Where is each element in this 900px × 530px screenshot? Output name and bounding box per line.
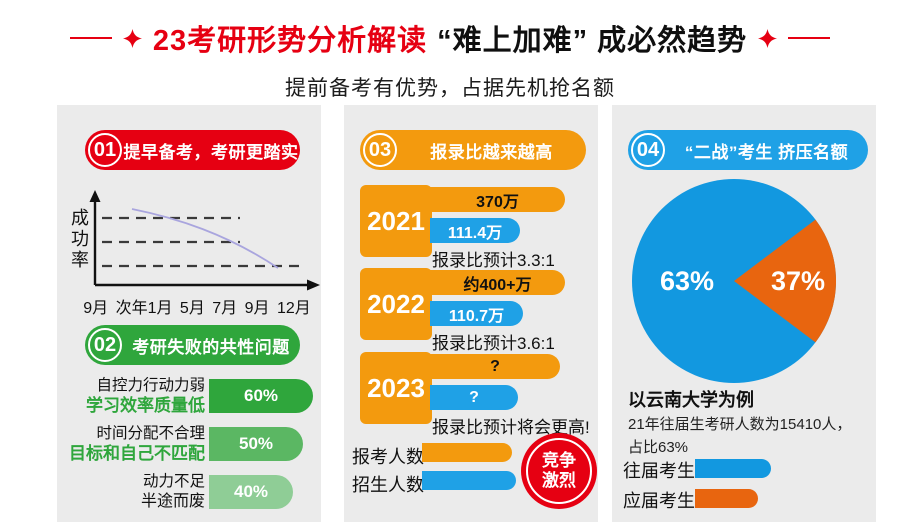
stamp-line2: 激烈 — [542, 471, 576, 490]
fail-bar-40: 40% — [209, 475, 293, 509]
section-04-title: “二战”考生 挤压名额 — [684, 142, 849, 162]
fail-reason-label: 动力不足 半途而废 — [57, 472, 205, 512]
example-line2: 占比63% — [628, 439, 689, 456]
year-block-2022: 2022 约400+万 110.7万 报录比预计3.6:1 — [344, 268, 598, 353]
fail-reason-line1: 自控力行动力弱 — [96, 377, 205, 394]
left-decor-line — [69, 37, 112, 39]
fail-bar-50: 50% — [209, 427, 303, 461]
page-title: 23考研形势分析解读 “难上加难” 成必然趋势 — [153, 17, 747, 59]
legend-applicants-swatch — [422, 443, 512, 462]
section-03-title: 报录比越来越高 — [430, 142, 553, 162]
legend-repeat-label: 往届考生 — [623, 461, 695, 481]
section-03-number: 03 — [363, 133, 397, 167]
legend-admitted-swatch — [422, 471, 516, 490]
section-04-badge: 04 “二战”考生 挤压名额 — [628, 130, 868, 170]
fail-reason-line1: 时间分配不合理 — [96, 425, 205, 442]
legend-applicants-label: 报考人数 — [352, 447, 424, 467]
page-title-red: 23考研形势分析解读 — [152, 25, 428, 57]
example-title: 以云南大学为例 — [628, 390, 754, 410]
fail-reason-line2: 学习效率质量低 — [86, 396, 205, 415]
section-04-number: 04 — [631, 133, 665, 167]
x-axis-arrow-icon — [307, 279, 320, 291]
section-03-badge: 03 报录比越来越高 — [360, 130, 586, 170]
applicants-bar: ? — [430, 354, 560, 379]
pie-slice-orange — [734, 219, 836, 343]
panel-second-attempt: 04 “二战”考生 挤压名额 63% 37% 以云南大学为例 21年往届生考研人… — [612, 105, 876, 522]
right-decor-line — [788, 37, 831, 39]
sparkle-icon — [758, 28, 778, 48]
page-title-black: “难上加难” 成必然趋势 — [437, 25, 748, 57]
fail-bar-60: 60% — [209, 379, 313, 413]
fail-reason-label: 自控力行动力弱 学习效率质量低 — [57, 376, 205, 416]
year-label: 2023 — [360, 352, 432, 424]
legend-admitted-label: 招生人数 — [352, 475, 424, 495]
section-02-title: 考研失败的共性问题 — [132, 337, 290, 357]
legend-repeat-swatch — [695, 459, 771, 478]
section-01-number: 01 — [88, 133, 122, 167]
admitted-bar: 111.4万 — [430, 218, 520, 243]
admitted-bar: ? — [430, 385, 518, 410]
legend-fresh-swatch — [695, 489, 758, 508]
panel-ratio: 03 报录比越来越高 2021 370万 111.4万 报录比预计3.3:1 2… — [344, 105, 598, 522]
fail-reason-line2: 目标和自己不匹配 — [69, 444, 205, 463]
ratio-text: 报录比预计3.3:1 — [432, 251, 555, 270]
example-line1: 21年往届生考研人数为15410人， — [628, 416, 852, 433]
section-02-badge: 02 考研失败的共性问题 — [85, 325, 300, 365]
pie-label-63: 63% — [660, 266, 714, 296]
ratio-text: 报录比预计将会更高! — [432, 418, 590, 437]
applicants-bar: 约400+万 — [430, 270, 565, 295]
y-axis-arrow-icon — [89, 190, 101, 202]
line-chart-y-label: 成功率 — [71, 208, 89, 270]
fail-reason-line1: 动力不足 — [142, 473, 205, 490]
header: 23考研形势分析解读 “难上加难” 成必然趋势 — [0, 0, 900, 59]
panel-early-prep-and-failures: 01 提早备考，考研更踏实 成功率 9月 次年1月 5月 7月 9月 12月 0… — [57, 105, 321, 522]
stamp-line1: 竞争 — [542, 451, 576, 470]
competition-stamp: 竞争 激烈 — [521, 433, 597, 509]
ratio-text: 报录比预计3.6:1 — [432, 334, 555, 353]
year-block-2021: 2021 370万 111.4万 报录比预计3.3:1 — [344, 185, 598, 270]
success-rate-curve — [131, 208, 279, 269]
repeat-examinee-pie-chart: 63% 37% — [632, 179, 836, 383]
year-label: 2021 — [360, 185, 432, 257]
admitted-bar: 110.7万 — [430, 301, 523, 326]
section-01-badge: 01 提早备考，考研更踏实 — [85, 130, 300, 170]
pie-label-37: 37% — [771, 266, 825, 296]
fail-reason-line2: 半途而废 — [140, 493, 205, 510]
section-02-number: 02 — [88, 328, 122, 362]
sparkle-icon — [122, 28, 142, 48]
section-01-title: 提早备考，考研更踏实 — [123, 142, 299, 162]
page-subtitle: 提前备考有优势，占据先机抢名额 — [285, 77, 615, 100]
applicants-bar: 370万 — [430, 187, 565, 212]
year-label: 2022 — [360, 268, 432, 340]
year-block-2023: 2023 ? ? 报录比预计将会更高! — [344, 352, 598, 437]
line-chart-x-ticks: 9月 次年1月 5月 7月 9月 12月 — [83, 300, 311, 317]
success-rate-line-chart — [89, 190, 320, 291]
fail-reason-label: 时间分配不合理 目标和自己不匹配 — [57, 424, 205, 464]
legend-fresh-label: 应届考生 — [623, 491, 695, 511]
